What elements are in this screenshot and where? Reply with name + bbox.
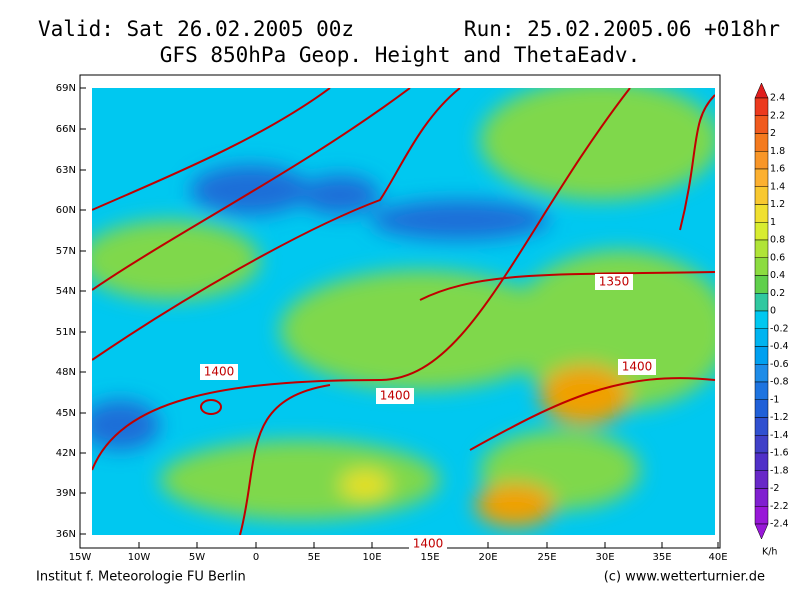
lon-label: 0	[253, 552, 259, 563]
lon-label: 10W	[128, 552, 151, 563]
colorbar-swatch	[754, 168, 769, 187]
colorbar-label: -2.2	[770, 501, 789, 512]
colorbar-label: 1.8	[770, 146, 785, 157]
lat-label: 69N	[56, 83, 76, 94]
colorbar-top-arrow	[754, 82, 769, 99]
colorbar-label: -0.6	[770, 359, 789, 370]
colorbar-label: -1.4	[770, 430, 789, 441]
colorbar-label: 1.2	[770, 199, 785, 210]
colorbar-swatch	[754, 151, 769, 170]
contour-label: 1400	[413, 537, 444, 551]
colorbar-swatch	[754, 470, 769, 489]
colorbar-label: -0.4	[770, 341, 789, 352]
footer-right: (c) www.wetterturnier.de	[604, 570, 765, 585]
field	[92, 88, 715, 535]
colorbar-swatch	[754, 222, 769, 241]
colorbar-label: -1.6	[770, 448, 789, 459]
lat-label: 57N	[56, 246, 76, 257]
colorbar-label: 0	[770, 306, 776, 317]
colorbar-swatch	[754, 435, 769, 454]
lon-label: 5E	[308, 552, 321, 563]
colorbar-swatch	[754, 239, 769, 258]
colorbar-swatch	[754, 310, 769, 329]
colorbar-swatch	[754, 346, 769, 365]
valid-time: Valid: Sat 26.02.2005 00z	[38, 17, 354, 41]
colorbar-label: 2.4	[770, 93, 785, 104]
colorbar-swatch	[754, 275, 769, 294]
colorbar-swatch	[754, 186, 769, 205]
colorbar-label: 2.2	[770, 110, 785, 121]
lon-label: 35E	[652, 552, 671, 563]
lon-label: 30E	[595, 552, 614, 563]
colorbar-swatch	[754, 293, 769, 312]
height-contours	[92, 88, 715, 535]
colorbar-label: -1	[770, 394, 779, 405]
colorbar-label: -1.8	[770, 465, 789, 476]
lon-label: 5W	[189, 552, 205, 563]
lat-label: 42N	[56, 448, 76, 459]
lat-label: 45N	[56, 408, 76, 419]
colorbar-swatch	[754, 328, 769, 347]
colorbar-swatch	[754, 97, 769, 116]
lon-label: 20E	[478, 552, 497, 563]
colorbar-swatch	[754, 417, 769, 436]
contour-label-box	[200, 364, 238, 380]
colorbar-bottom-arrow	[754, 523, 769, 540]
contour-label: 1400	[622, 360, 653, 374]
colorbar-swatch	[754, 506, 769, 525]
lon-label: 40E	[708, 552, 727, 563]
colorbar-label: 1.6	[770, 164, 785, 175]
colorbar-label: 0.4	[770, 270, 785, 281]
colorbar-swatch	[754, 133, 769, 152]
lat-label: 63N	[56, 165, 76, 176]
contour-label: 1400	[380, 389, 411, 403]
colorbar-swatch	[754, 381, 769, 400]
lat-label: 60N	[56, 205, 76, 216]
contour-label: 1350	[599, 275, 630, 289]
colorbar-label: -0.2	[770, 323, 789, 334]
footer-left: Institut f. Meteorologie FU Berlin	[36, 570, 246, 585]
lat-label: 51N	[56, 327, 76, 338]
colorbar-swatch	[754, 399, 769, 418]
colorbar-swatch	[754, 364, 769, 383]
colorbar-label: 0.6	[770, 252, 785, 263]
colorbar-label: 0.2	[770, 288, 785, 299]
lon-label: 25E	[537, 552, 556, 563]
colorbar-label: -2.4	[770, 519, 789, 530]
contour-label-box	[409, 536, 447, 552]
colorbar-swatch	[754, 488, 769, 507]
colorbar-label: 0.8	[770, 235, 785, 246]
contour-label-box	[595, 274, 633, 290]
colorbar-label: 1.4	[770, 181, 785, 192]
colorbar-swatch	[754, 452, 769, 471]
lat-label: 66N	[56, 124, 76, 135]
colorbar-swatch	[754, 257, 769, 276]
contour-label-box	[376, 388, 414, 404]
lat-label: 54N	[56, 286, 76, 297]
lon-label: 10E	[362, 552, 381, 563]
colorbar-unit: K/h	[762, 547, 777, 558]
contour-label-box	[618, 359, 656, 375]
colorbar-swatch	[754, 115, 769, 134]
map-title: GFS 850hPa Geop. Height and ThetaEadv.	[160, 43, 640, 67]
colorbar-label: -0.8	[770, 377, 789, 388]
colorbar-label: -1.2	[770, 412, 789, 423]
contour-label: 1400	[204, 365, 235, 379]
lon-label: 15W	[69, 552, 92, 563]
lon-label: 15E	[420, 552, 439, 563]
lat-label: 39N	[56, 488, 76, 499]
lat-label: 36N	[56, 529, 76, 540]
colorbar-label: -2	[770, 483, 779, 494]
lat-label: 48N	[56, 367, 76, 378]
colorbar-label: 1	[770, 217, 776, 228]
colorbar-swatch	[754, 204, 769, 223]
colorbar-label: 2	[770, 128, 776, 139]
run-time: Run: 25.02.2005.06 +018hr	[464, 17, 780, 41]
